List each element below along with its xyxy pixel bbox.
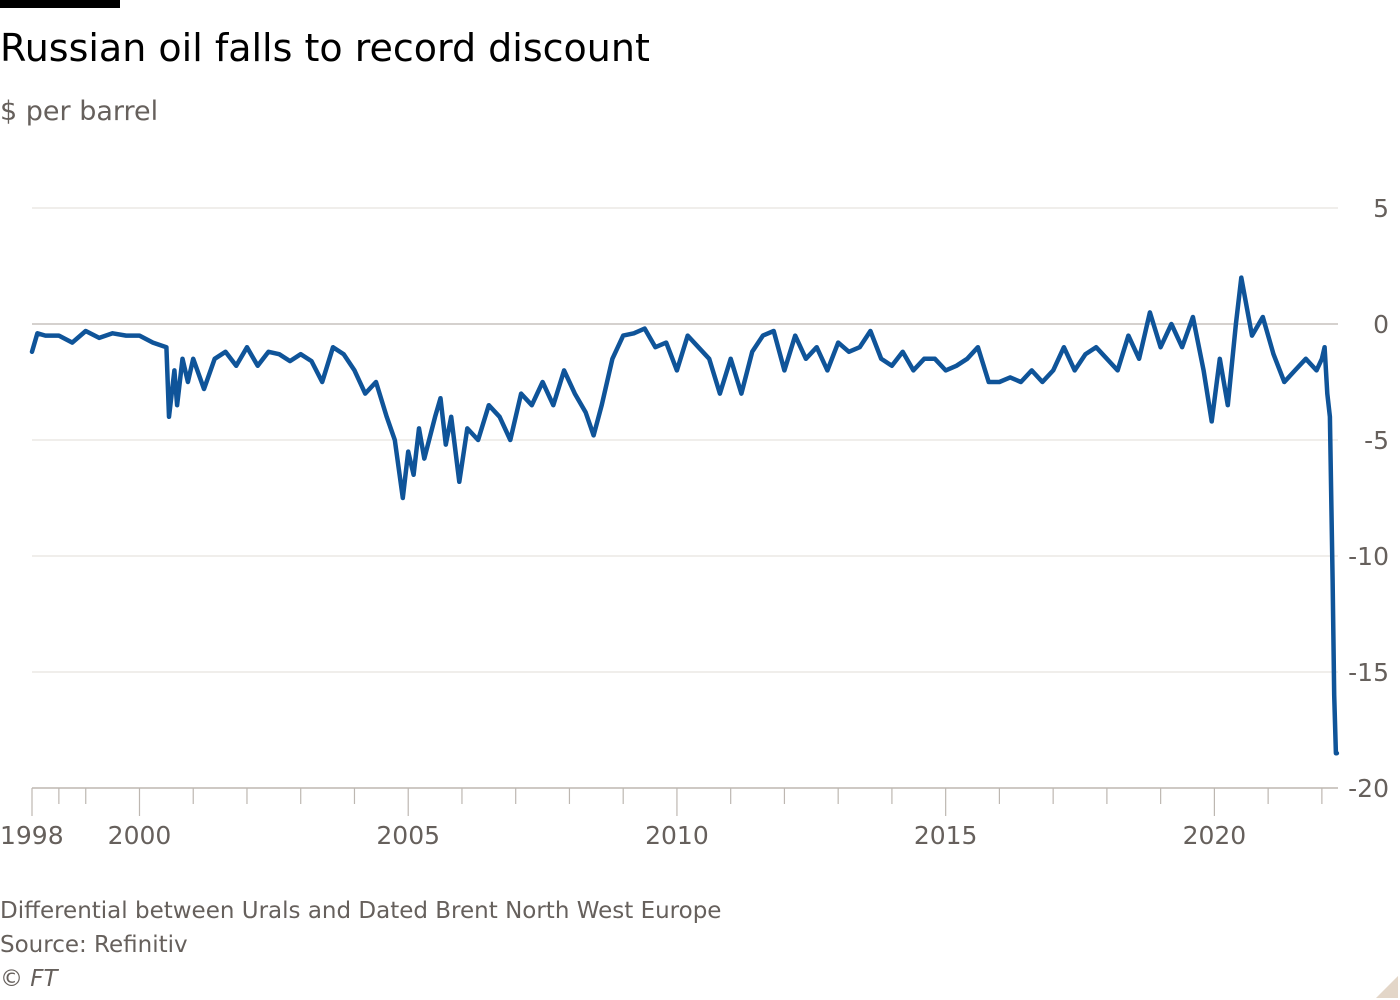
- y-tick-label: -10: [1348, 542, 1389, 571]
- x-tick-label: 2015: [914, 821, 978, 850]
- copyright-note: © FT: [0, 966, 58, 992]
- x-tick-label: 2010: [645, 821, 709, 850]
- chart-title: Russian oil falls to record discount: [0, 26, 650, 70]
- y-tick-label: -20: [1348, 774, 1389, 803]
- x-tick-label: 2000: [108, 821, 172, 850]
- x-tick-label: 2005: [376, 821, 440, 850]
- source-note: Source: Refinitiv: [0, 932, 188, 958]
- corner-mark: [1376, 976, 1398, 998]
- x-tick-label: 1998: [0, 821, 64, 850]
- y-tick-label: 0: [1373, 310, 1389, 339]
- chart-subtitle: $ per barrel: [0, 96, 159, 127]
- brand-bar: [0, 0, 120, 8]
- series-line: [29, 275, 1340, 756]
- line-chart: 5 0 -5 -10 -15 -20 1998 2000 2005 2010 2015 2020: [0, 194, 1389, 850]
- footnote: Differential between Urals and Dated Bre…: [0, 898, 722, 924]
- y-tick-label: -5: [1364, 426, 1389, 455]
- y-tick-label: 5: [1373, 194, 1389, 223]
- y-tick-label: -15: [1348, 658, 1389, 687]
- x-tick-label: 2020: [1183, 821, 1247, 850]
